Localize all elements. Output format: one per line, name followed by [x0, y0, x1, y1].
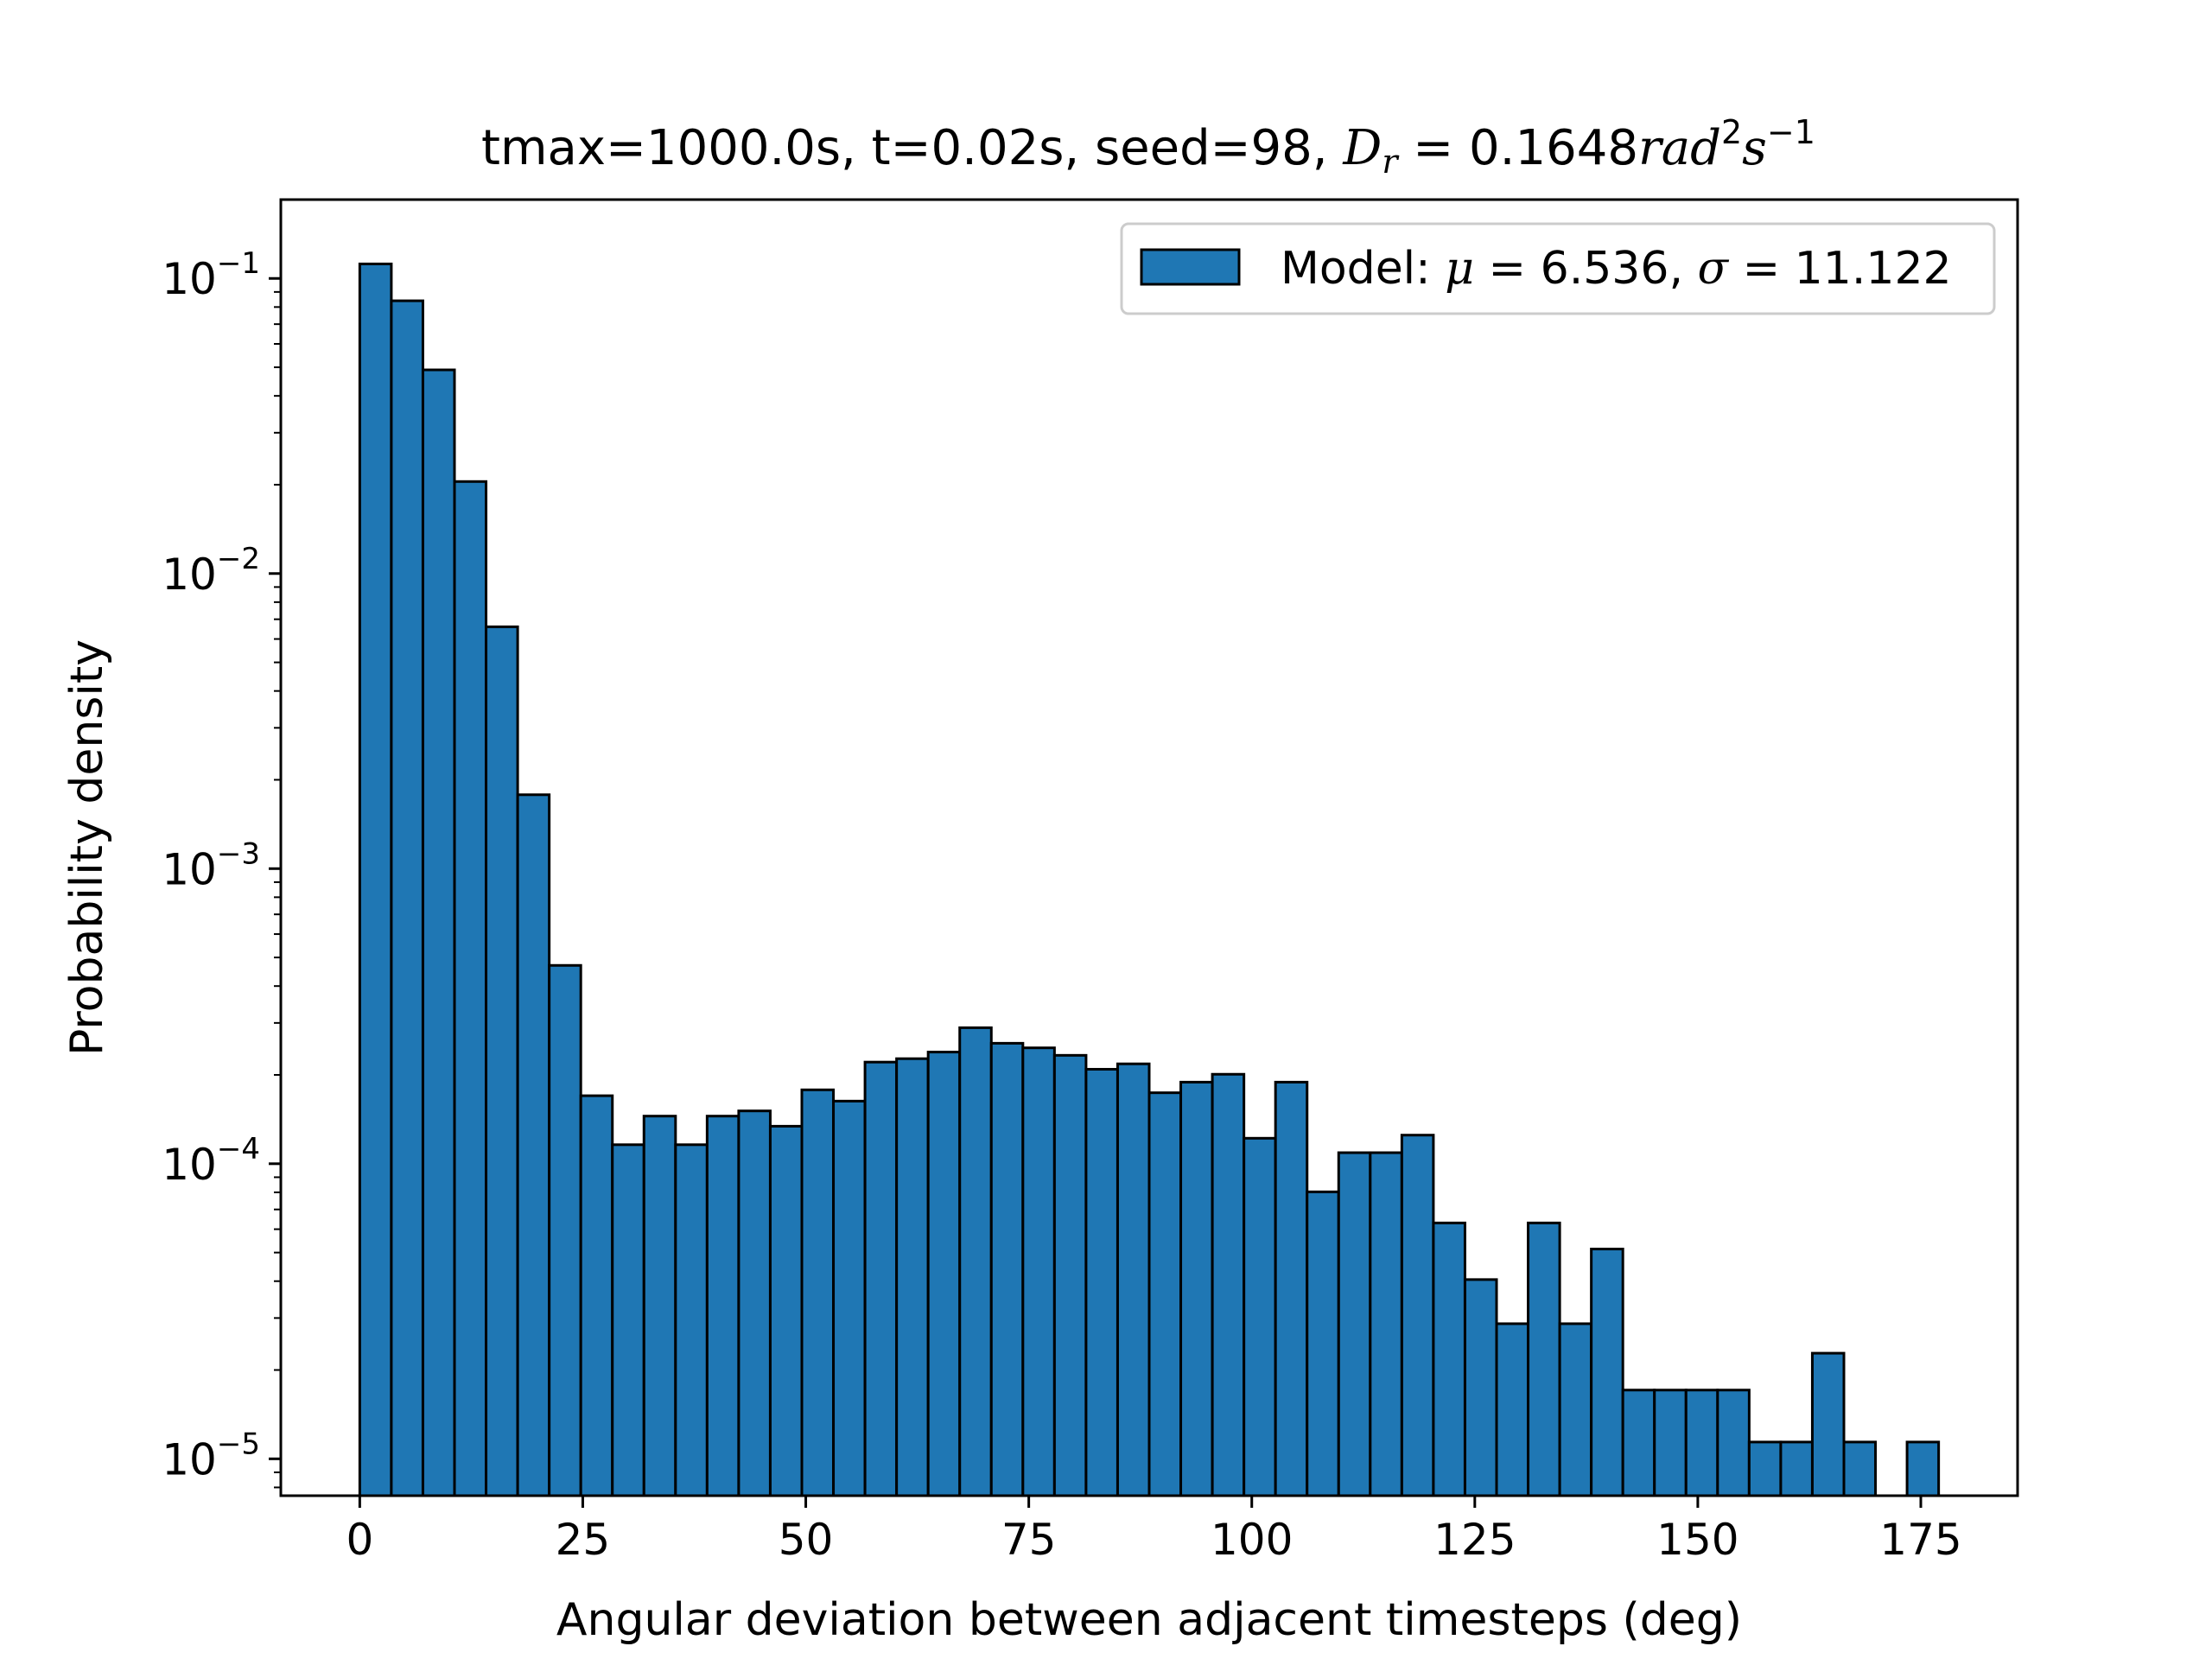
histogram-bar	[863, 1060, 899, 1497]
x-axis-label: Angular deviation between adjacent times…	[556, 1594, 1742, 1646]
histogram-bar	[1463, 1278, 1498, 1497]
y-axis-label: Probability density	[61, 639, 113, 1056]
histogram-bar	[1274, 1080, 1309, 1497]
histogram-bar	[1052, 1053, 1088, 1497]
y-tick-label: 10−5	[162, 1427, 260, 1484]
histogram-bar	[485, 625, 519, 1497]
histogram-bar	[1558, 1322, 1593, 1497]
x-tick-label: 50	[779, 1515, 834, 1565]
histogram-bar	[390, 299, 424, 1497]
histogram-bar	[1621, 1389, 1656, 1497]
legend-box	[1120, 222, 1996, 315]
histogram-bar	[1905, 1440, 1941, 1497]
histogram-bar	[674, 1143, 709, 1497]
histogram-bar	[1432, 1221, 1466, 1497]
histogram-bar	[705, 1115, 741, 1497]
histogram-bar	[1306, 1190, 1340, 1497]
histogram-bar	[1021, 1046, 1056, 1497]
x-tick-label: 150	[1656, 1515, 1738, 1565]
histogram-bar	[926, 1051, 962, 1497]
histogram-bar	[1400, 1134, 1435, 1497]
histogram-bar	[1116, 1062, 1151, 1497]
legend-swatch-model	[1140, 248, 1241, 286]
histogram-bar	[768, 1124, 804, 1497]
histogram-bar	[800, 1088, 836, 1497]
histogram-bar	[1590, 1248, 1624, 1497]
legend: Model: μ = 6.536, σ = 11.122	[1120, 222, 1996, 315]
y-tick-label: 10−1	[162, 246, 260, 304]
histogram-bar	[421, 368, 456, 1497]
histogram-bar	[1243, 1136, 1277, 1497]
histogram-bar	[895, 1057, 930, 1497]
x-tick-label: 25	[556, 1515, 611, 1565]
y-tick-label: 10−2	[162, 542, 260, 600]
x-tick-label: 175	[1879, 1515, 1961, 1565]
x-tick-label: 125	[1433, 1515, 1516, 1565]
histogram-bar	[579, 1094, 614, 1497]
histogram-bar	[516, 793, 551, 1497]
histogram-bar	[1747, 1440, 1783, 1497]
x-tick-label: 0	[346, 1515, 373, 1565]
x-tick-label: 100	[1211, 1515, 1293, 1565]
histogram-bar	[1084, 1067, 1119, 1497]
histogram-bar	[642, 1115, 677, 1497]
y-tick-label: 10−4	[162, 1132, 260, 1190]
histogram-bar	[548, 963, 582, 1497]
histogram-bar	[1684, 1389, 1719, 1497]
histogram-bars	[358, 262, 1941, 1497]
axes-frame	[279, 198, 2019, 1497]
histogram-bar	[1810, 1351, 1846, 1497]
histogram-bar	[1179, 1080, 1214, 1497]
x-tick-label: 75	[1001, 1515, 1057, 1565]
histogram-bar	[958, 1026, 993, 1497]
y-axis-ticks: 10−1 10−2 10−3 10−4 10−5	[162, 246, 281, 1489]
y-tick-label: 10−3	[162, 836, 260, 894]
x-axis-ticks: 0 25 50 75 100 125 150 175	[346, 1496, 1962, 1565]
histogram-bar	[832, 1099, 867, 1497]
histogram-bar	[453, 480, 488, 1497]
histogram-bar	[1211, 1072, 1246, 1497]
histogram-bar	[1779, 1440, 1814, 1497]
histogram-bar	[1369, 1151, 1403, 1497]
histogram-bar	[1716, 1389, 1751, 1497]
histogram-bar	[989, 1041, 1025, 1497]
histogram-bar	[1527, 1221, 1561, 1497]
histogram-bar	[358, 262, 393, 1497]
histogram-bar	[1842, 1440, 1878, 1497]
histogram-bar	[611, 1143, 645, 1497]
legend-label-model: Model: μ = 6.536, σ = 11.122	[1281, 243, 1952, 295]
chart-title: tmax=1000.0s, t=0.02s, seed=98, Dr = 0.1…	[481, 113, 1815, 181]
histogram-bar	[1147, 1091, 1183, 1497]
histogram-bar	[1495, 1322, 1530, 1497]
histogram-bar	[1653, 1389, 1688, 1497]
histogram-bar	[1337, 1151, 1372, 1497]
histogram-bar	[737, 1109, 772, 1497]
